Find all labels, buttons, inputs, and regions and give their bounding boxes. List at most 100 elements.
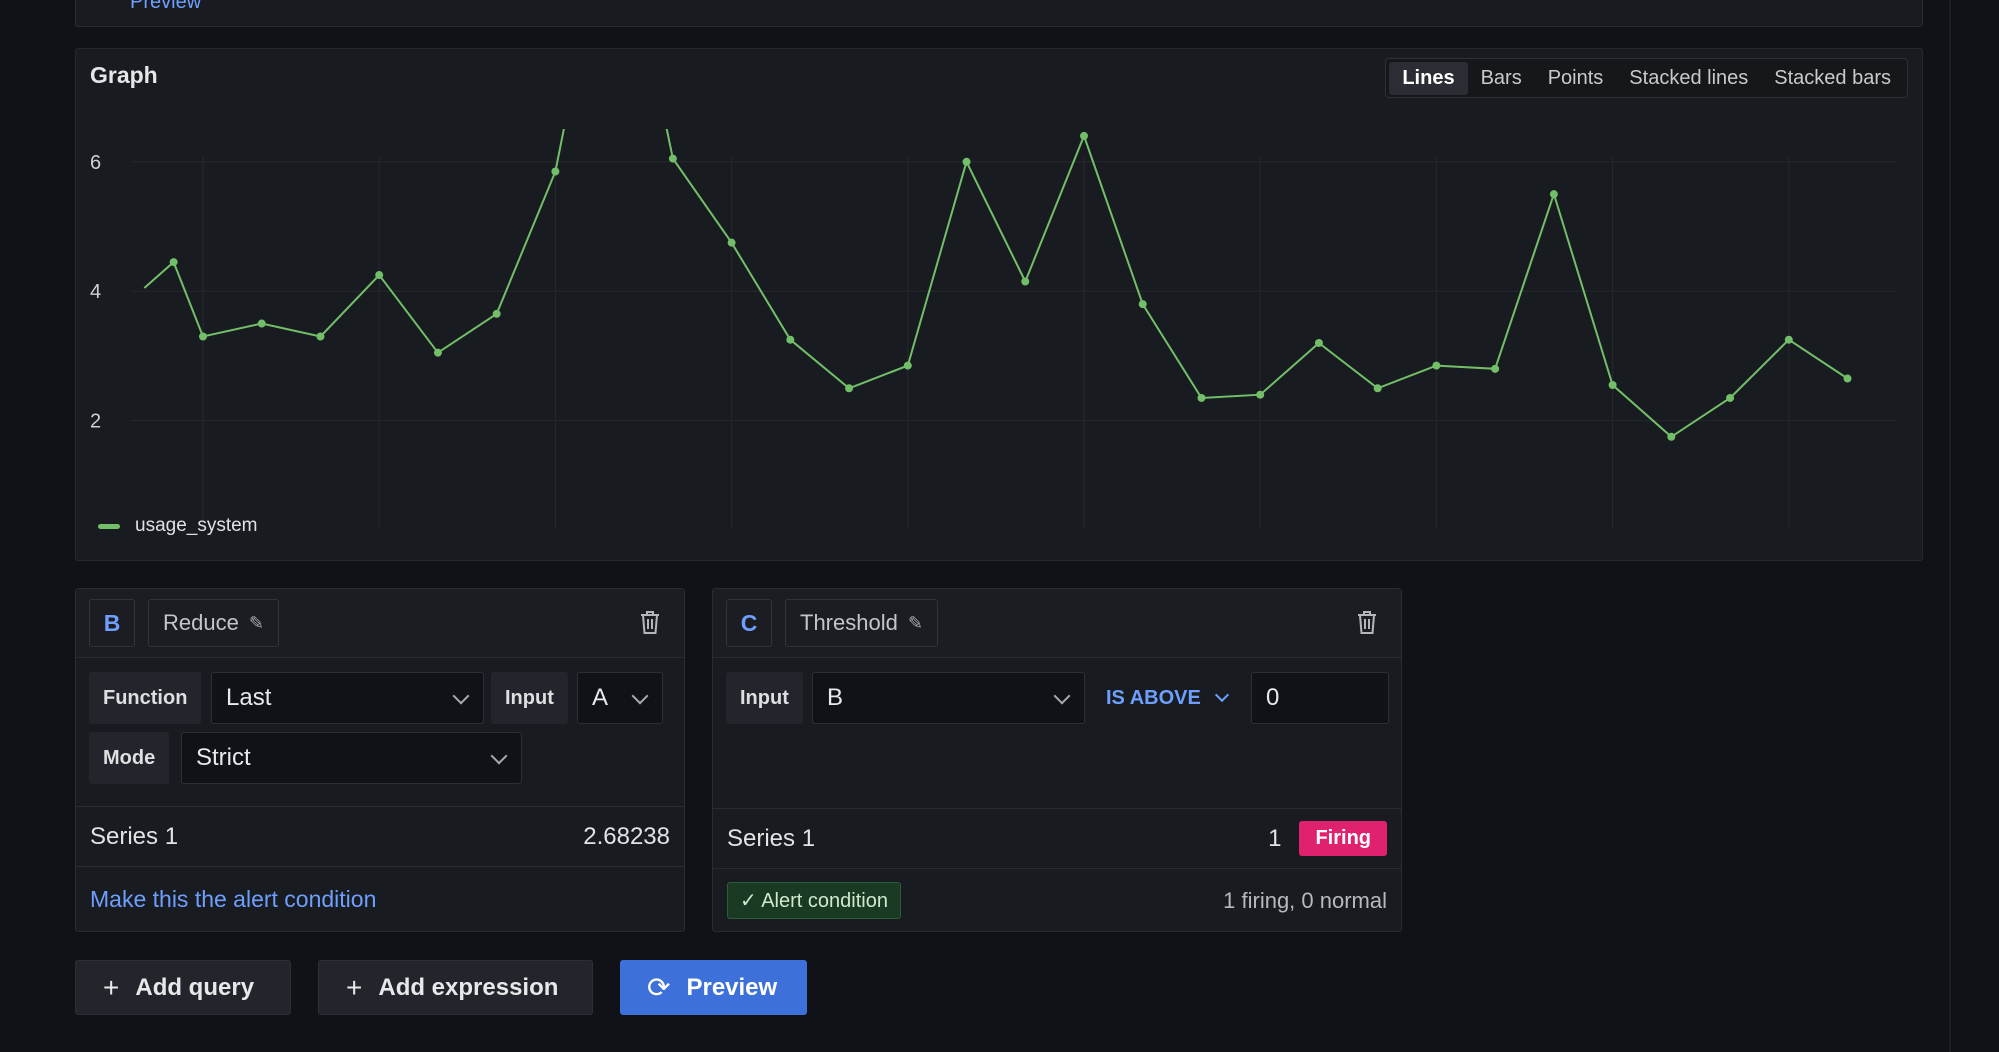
input-label: Input <box>726 672 803 724</box>
plus-icon: + <box>346 971 363 1003</box>
data-point <box>1197 393 1206 402</box>
data-point <box>1432 361 1441 370</box>
legend[interactable]: usage_system <box>98 515 258 537</box>
chevron-down-icon <box>490 747 508 765</box>
expression-name[interactable]: Threshold ✎ <box>785 599 938 647</box>
data-point <box>169 258 178 267</box>
series-label: Series 1 <box>90 822 179 850</box>
data-point <box>1843 374 1852 383</box>
add-expression-label: Add expression <box>378 973 559 1001</box>
series-line <box>143 129 1849 439</box>
input-value: B <box>827 684 844 711</box>
mode-lines[interactable]: Lines <box>1389 61 1468 95</box>
data-point <box>1021 277 1030 286</box>
data-point <box>199 332 207 341</box>
scroll-divider <box>1949 0 1951 1052</box>
data-point <box>316 332 325 341</box>
mode-value: Strict <box>196 744 251 771</box>
threshold-input[interactable]: 0 <box>1251 672 1389 724</box>
graph-title: Graph <box>90 62 158 88</box>
reduce-expression-panel: B Reduce ✎ Function Last Input A Mode St… <box>75 588 685 932</box>
input-select[interactable]: B <box>812 672 1085 724</box>
pencil-icon: ✎ <box>907 612 923 633</box>
data-point <box>1491 364 1500 373</box>
preview-link[interactable]: Preview <box>130 0 202 13</box>
operator-select[interactable]: IS ABOVE <box>1106 672 1229 724</box>
function-select[interactable]: Last <box>211 672 484 724</box>
y-tick-label: 4 <box>90 281 101 303</box>
threshold-expression-panel: C Threshold ✎ Input B IS ABOVE 0 Series … <box>712 588 1402 932</box>
data-point <box>962 157 971 166</box>
data-point <box>1549 190 1558 199</box>
data-point <box>727 238 736 247</box>
y-tick-label: 2 <box>90 411 101 433</box>
series-result-row: Series 1 2.68238 <box>76 806 684 866</box>
data-point <box>1667 432 1676 441</box>
data-point <box>1314 338 1323 347</box>
data-point <box>1373 384 1382 393</box>
data-point <box>786 335 795 344</box>
condition-row: Make this the alert condition <box>76 866 684 932</box>
refresh-icon: ⟳ <box>647 972 671 1003</box>
alert-condition-label: Alert condition <box>761 890 888 912</box>
input-select[interactable]: A <box>577 672 663 724</box>
data-point <box>433 348 442 357</box>
expression-name-label: Threshold <box>800 610 898 635</box>
expression-name[interactable]: Reduce ✎ <box>148 599 279 647</box>
series-result-row: Series 1 1 Firing <box>713 808 1401 868</box>
line-chart: 24681011:09:0011:10:0011:11:0011:12:0011… <box>90 129 1896 529</box>
data-point <box>1784 335 1793 344</box>
series-value: 1 <box>1268 824 1282 852</box>
legend-label: usage_system <box>135 515 258 536</box>
data-point <box>492 309 501 318</box>
ref-id-c[interactable]: C <box>726 599 772 647</box>
y-tick-label: 6 <box>90 152 101 174</box>
mode-label: Mode <box>89 732 170 784</box>
expression-header: C Threshold ✎ <box>713 589 1401 658</box>
mode-points[interactable]: Points <box>1547 66 1604 89</box>
pencil-icon: ✎ <box>248 612 264 633</box>
add-query-button[interactable]: + Add query <box>75 960 291 1015</box>
expression-header: B Reduce ✎ <box>76 589 684 658</box>
data-point <box>668 154 677 163</box>
data-point <box>1256 390 1265 399</box>
data-point <box>1608 381 1617 390</box>
operator-value: IS ABOVE <box>1106 686 1201 709</box>
previous-query-card: Preview <box>75 0 1923 27</box>
chevron-down-icon <box>1214 687 1229 703</box>
trash-icon[interactable] <box>1355 609 1379 635</box>
expression-name-label: Reduce <box>163 610 239 635</box>
add-expression-button[interactable]: + Add expression <box>318 960 593 1015</box>
add-query-label: Add query <box>135 973 255 1001</box>
series-value: 2.68238 <box>583 822 670 850</box>
chevron-down-icon <box>1053 687 1071 705</box>
input-label: Input <box>491 672 568 724</box>
data-point <box>551 167 560 176</box>
plus-icon: + <box>103 971 120 1003</box>
chevron-down-icon <box>452 687 470 705</box>
ref-id-b[interactable]: B <box>89 599 135 647</box>
series-label: Series 1 <box>727 824 816 852</box>
view-mode-switch: Lines Bars Points Stacked lines Stacked … <box>1385 58 1908 98</box>
condition-row: ✓ Alert condition 1 firing, 0 normal <box>713 868 1401 932</box>
mode-bars[interactable]: Bars <box>1480 66 1522 89</box>
make-alert-condition-link[interactable]: Make this the alert condition <box>90 886 377 912</box>
trash-icon[interactable] <box>638 609 662 635</box>
function-value: Last <box>226 684 272 711</box>
data-point <box>257 319 266 328</box>
input-value: A <box>592 684 609 711</box>
mode-stacked-bars[interactable]: Stacked bars <box>1774 66 1891 89</box>
legend-swatch <box>98 523 120 529</box>
alert-condition-badge: ✓ Alert condition <box>727 882 901 919</box>
chevron-down-icon <box>631 687 649 705</box>
function-label: Function <box>89 672 202 724</box>
mode-select[interactable]: Strict <box>181 732 522 784</box>
data-point <box>375 271 384 280</box>
mode-stacked-lines[interactable]: Stacked lines <box>1629 66 1749 89</box>
data-point <box>903 361 912 370</box>
threshold-value: 0 <box>1266 684 1280 711</box>
data-point <box>845 384 854 393</box>
firing-badge: Firing <box>1299 821 1387 856</box>
preview-button[interactable]: ⟳ Preview <box>620 960 807 1015</box>
graph-panel: Graph Lines Bars Points Stacked lines St… <box>75 48 1923 561</box>
